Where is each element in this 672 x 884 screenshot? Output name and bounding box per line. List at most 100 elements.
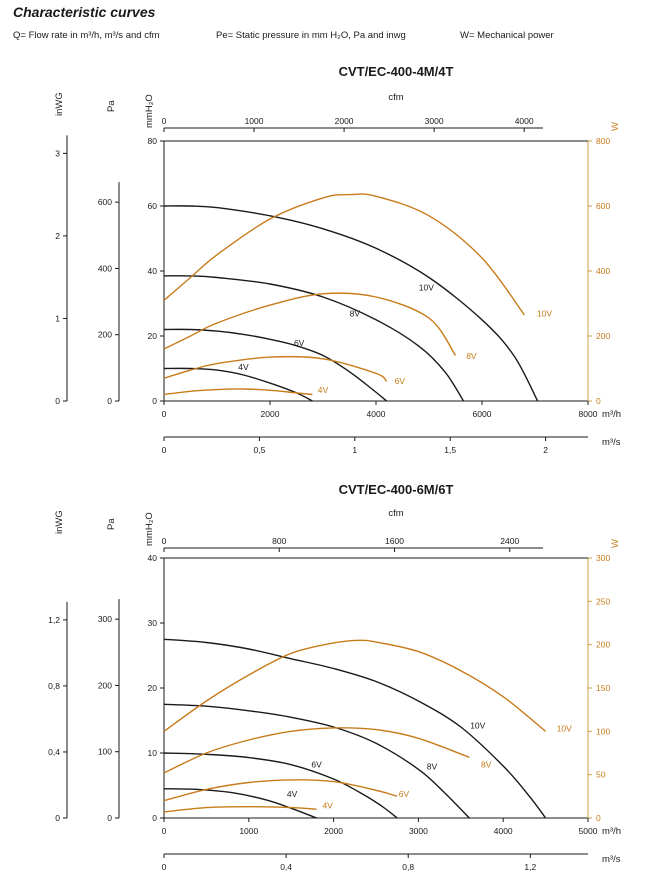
pressure-curve-label: 6V	[311, 759, 322, 769]
m3h-tick-label: 2000	[324, 826, 343, 836]
mmh2o-axis-label: mmH₂O	[144, 94, 155, 128]
chart-title: CVT/EC-400-6M/6T	[339, 482, 454, 497]
pa-tick-label: 600	[98, 197, 112, 207]
power-tick-label: 50	[596, 770, 606, 780]
m3s-tick-label: 1	[352, 445, 357, 455]
inwg-tick-label: 2	[55, 231, 60, 241]
m3h-tick-label: 0	[162, 826, 167, 836]
chart-title: CVT/EC-400-4M/4T	[339, 64, 454, 79]
power-tick-label: 0	[596, 813, 601, 823]
power-curve-label: 10V	[537, 309, 552, 319]
pa-tick-label: 0	[107, 396, 112, 406]
power-curve-6v	[163, 355, 388, 383]
m3h-tick-label: 1000	[239, 826, 258, 836]
mmh2o-tick-label: 40	[148, 266, 158, 276]
m3s-axis-label: m³/s	[602, 854, 621, 865]
m3h-tick-label: 4000	[367, 409, 386, 419]
inwg-tick-label: 1	[55, 313, 60, 323]
power-tick-label: 100	[596, 726, 610, 736]
pa-axis-label: Pa	[106, 518, 117, 530]
inwg-tick-label: 1,2	[48, 615, 60, 625]
mmh2o-tick-label: 80	[148, 136, 158, 146]
pressure-curve-label: 8V	[427, 761, 438, 771]
pa-tick-label: 100	[98, 747, 112, 757]
m3h-axis-label: m³/h	[602, 409, 621, 420]
power-axis-label: W	[610, 539, 621, 548]
cfm-axis-label: cfm	[388, 92, 403, 103]
power-tick-label: 600	[596, 201, 610, 211]
power-curve-8v	[163, 727, 470, 774]
cfm-tick-label: 1600	[385, 536, 404, 546]
m3s-tick-label: 1,5	[444, 445, 456, 455]
power-tick-label: 200	[596, 331, 610, 341]
power-tick-label: 200	[596, 640, 610, 650]
m3s-tick-label: 1,2	[524, 862, 536, 872]
pressure-curve-label: 8V	[350, 309, 361, 319]
mmh2o-tick-label: 20	[148, 683, 158, 693]
mmh2o-tick-label: 0	[152, 813, 157, 823]
power-curve-4v	[163, 805, 317, 813]
power-curve-10v	[163, 193, 525, 316]
power-axis-label: W	[610, 122, 621, 131]
power-curve-8v	[163, 292, 457, 356]
m3s-tick-label: 0	[162, 445, 167, 455]
cfm-tick-label: 800	[272, 536, 286, 546]
pressure-curve-6v	[163, 328, 388, 402]
m3h-tick-label: 6000	[473, 409, 492, 419]
pressure-curve-8v	[163, 703, 470, 819]
mmh2o-tick-label: 20	[148, 331, 158, 341]
inwg-axis-label: inWG	[54, 92, 65, 116]
mmh2o-tick-label: 10	[148, 748, 158, 758]
mmh2o-tick-label: 40	[148, 553, 158, 563]
m3h-tick-label: 4000	[494, 826, 513, 836]
pressure-curve-4v	[163, 367, 313, 402]
inwg-tick-label: 0	[55, 813, 60, 823]
power-curve-label: 4V	[322, 800, 333, 810]
inwg-tick-label: 0,8	[48, 681, 60, 691]
pressure-curve-10v	[163, 205, 539, 402]
mmh2o-axis-label: mmH₂O	[144, 512, 155, 546]
pa-tick-label: 400	[98, 263, 112, 273]
chart-6m-6t: CVT/EC-400-6M/6T cfm 0 800 1600 2400 0 10 20 30 40…	[48, 482, 621, 872]
cfm-tick-label: 1000	[245, 116, 264, 126]
mmh2o-tick-label: 0	[152, 396, 157, 406]
pressure-curve-label: 10V	[419, 283, 434, 293]
power-curve-label: 6V	[395, 376, 406, 386]
pressure-curve-8v	[163, 275, 465, 402]
cfm-tick-label: 4000	[515, 116, 534, 126]
legend-flow: Q= Flow rate in m³/h, m³/s and cfm	[13, 30, 160, 41]
power-tick-label: 300	[596, 553, 610, 563]
power-tick-label: 150	[596, 683, 610, 693]
power-tick-label: 0	[596, 396, 601, 406]
pa-tick-label: 300	[98, 614, 112, 624]
power-curve-6v	[163, 779, 398, 802]
power-tick-label: 800	[596, 136, 610, 146]
m3s-axis-label: m³/s	[602, 437, 621, 448]
pressure-curve-label: 6V	[294, 338, 305, 348]
pa-axis-label: Pa	[106, 100, 117, 112]
inwg-tick-label: 3	[55, 148, 60, 158]
pressure-curve-10v	[163, 638, 547, 819]
m3s-tick-label: 0,5	[253, 445, 265, 455]
pressure-curve-4v	[163, 788, 317, 819]
m3s-tick-label: 0	[162, 862, 167, 872]
power-curve-label: 8V	[466, 351, 477, 361]
cfm-tick-label: 3000	[425, 116, 444, 126]
cfm-tick-label: 2400	[500, 536, 519, 546]
power-tick-label: 400	[596, 266, 610, 276]
power-curve-4v	[163, 388, 313, 396]
pa-tick-label: 200	[98, 330, 112, 340]
pa-tick-label: 0	[107, 813, 112, 823]
legend-power: W= Mechanical power	[460, 30, 554, 41]
page-title: Characteristic curves	[13, 4, 156, 20]
inwg-tick-label: 0,4	[48, 747, 60, 757]
m3s-tick-label: 0,4	[280, 862, 292, 872]
power-tick-label: 250	[596, 596, 610, 606]
power-curve-label: 8V	[481, 760, 492, 770]
m3s-tick-label: 2	[543, 445, 548, 455]
cfm-tick-label: 2000	[335, 116, 354, 126]
m3h-axis-label: m³/h	[602, 826, 621, 837]
mmh2o-tick-label: 30	[148, 618, 158, 628]
cfm-tick-label: 0	[162, 116, 167, 126]
